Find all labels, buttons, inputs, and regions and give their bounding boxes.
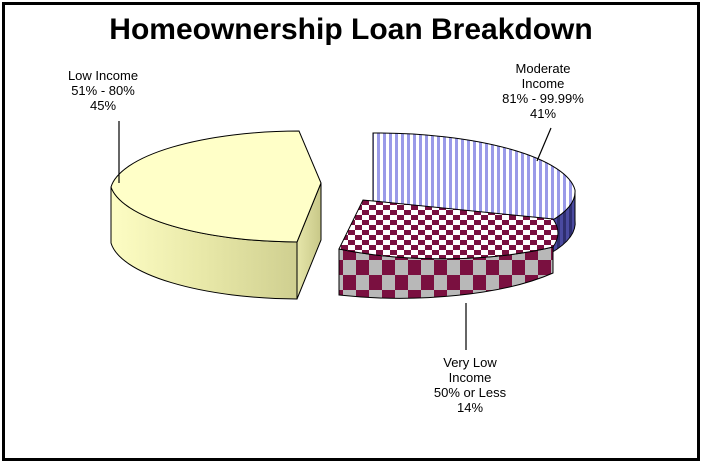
chart-title: Homeownership Loan Breakdown — [109, 13, 593, 46]
slice-very-low-income-top — [338, 199, 559, 260]
slice-low-income-top — [110, 130, 322, 243]
label-low-income-value: 45% — [89, 98, 117, 113]
label-moderate-income: Moderate Income 81% - 99.99% 41% — [473, 61, 613, 121]
label-moderate-income-name-1: Moderate — [515, 61, 571, 76]
label-moderate-income-name-2: Income — [521, 76, 565, 91]
slice-very-low-income — [338, 199, 559, 299]
label-very-low-income-name-2: Income — [448, 370, 492, 385]
label-very-low-income-value: 14% — [456, 400, 484, 415]
slice-moderate-income-top — [372, 132, 576, 222]
label-low-income-range: 51% - 80% — [71, 83, 135, 98]
label-low-income-name: Low Income — [67, 68, 139, 83]
label-very-low-income-name-1: Very Low — [443, 355, 497, 370]
pie-chart — [110, 121, 576, 350]
label-moderate-income-value: 41% — [529, 106, 557, 121]
leader-line-moderate — [536, 127, 552, 162]
label-very-low-income: Very Low Income 50% or Less 14% — [415, 355, 525, 415]
slice-low-income — [110, 130, 322, 300]
label-low-income: Low Income 51% - 80% 45% — [53, 68, 153, 113]
label-moderate-income-range: 81% - 99.99% — [502, 91, 584, 106]
label-very-low-income-range: 50% or Less — [433, 385, 507, 400]
